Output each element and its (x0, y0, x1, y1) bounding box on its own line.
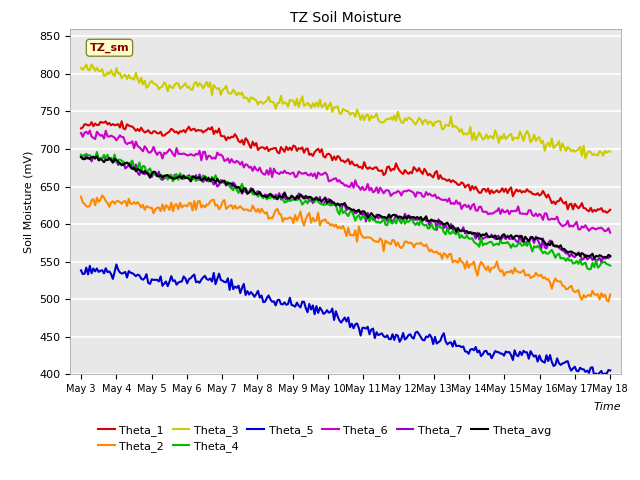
Text: TZ_sm: TZ_sm (90, 43, 129, 53)
Legend: Theta_1, Theta_2, Theta_3, Theta_4, Theta_5, Theta_6, Theta_7, Theta_avg: Theta_1, Theta_2, Theta_3, Theta_4, Thet… (98, 425, 551, 452)
Y-axis label: Soil Moisture (mV): Soil Moisture (mV) (24, 150, 34, 253)
Title: TZ Soil Moisture: TZ Soil Moisture (290, 11, 401, 25)
Text: Time: Time (593, 402, 621, 412)
